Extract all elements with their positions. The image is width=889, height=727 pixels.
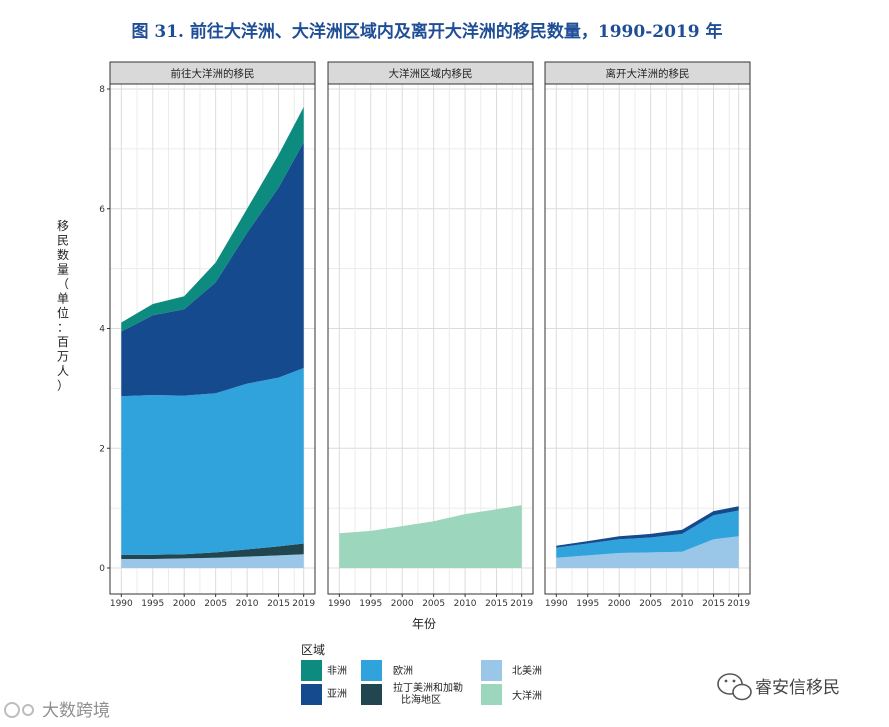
legend-label: 拉丁美洲和加勒比海地区 — [393, 681, 463, 706]
legend-item-africa: 非洲 — [301, 660, 347, 681]
legend-swatch — [301, 660, 322, 681]
legend-label: 欧洲 — [393, 665, 413, 677]
x-tick-label: 1990 — [328, 599, 351, 609]
x-tick-label: 2000 — [391, 599, 414, 609]
y-tick-label: 2 — [99, 444, 105, 454]
wechat-icon — [717, 673, 752, 701]
legend-item-asia: 亚洲 — [301, 684, 347, 705]
panel-border — [544, 83, 751, 595]
right-watermark-text: 睿安信移民 — [755, 678, 840, 698]
watermarks: 大数跨境 睿安信移民 — [4, 673, 840, 721]
legend-item-europe: 欧洲 — [361, 660, 413, 681]
x-tick-label: 1990 — [545, 599, 568, 609]
panel-title: 离开大洋洲的移民 — [606, 67, 690, 80]
legend-item-namerica: 北美洲 — [481, 660, 542, 681]
legend-label: 北美洲 — [512, 664, 542, 677]
panel-title: 大洋洲区域内移民 — [389, 67, 473, 80]
y-tick-label: 8 — [99, 85, 105, 95]
y-tick-label: 6 — [99, 205, 105, 215]
panel-border — [327, 83, 534, 595]
x-tick-label: 1995 — [141, 599, 164, 609]
x-tick-label: 1990 — [110, 599, 133, 609]
y-tick-label: 0 — [99, 564, 105, 574]
x-tick-label: 2010 — [671, 599, 694, 609]
legend-item-latam: 拉丁美洲和加勒比海地区 — [361, 681, 463, 706]
x-tick-label: 2019 — [727, 599, 750, 609]
area-europe — [556, 510, 739, 558]
area-asia — [121, 142, 304, 397]
left-watermark-logo-icon — [4, 702, 34, 718]
legend-label: 大洋洲 — [512, 689, 542, 702]
area-asia — [556, 506, 739, 548]
area-latam — [121, 543, 304, 559]
left-watermark-text: 大数跨境 — [42, 701, 110, 721]
y-tick-label: 4 — [99, 325, 105, 335]
legend-label: 亚洲 — [327, 688, 347, 700]
x-tick-label: 2000 — [608, 599, 631, 609]
x-tick-label: 2015 — [485, 599, 508, 609]
x-tick-label: 2010 — [236, 599, 259, 609]
area-namerica — [556, 536, 739, 568]
y-axis-title: 移民数量（单位：百万人） — [57, 219, 69, 393]
y-axis-title-text: 移民数量（单位：百万人） — [57, 219, 69, 393]
chart-title: 图 31. 前往大洋洲、大洋洲区域内及离开大洋洲的移民数量，1990-2019 … — [131, 21, 722, 42]
panel-2: 大洋洲区域内移民 1990 1995 2000 2005 2010 2015 2019 — [327, 61, 534, 609]
legend-title: 区域 — [301, 643, 325, 657]
x-tick-label: 1995 — [359, 599, 382, 609]
area-oceania — [339, 505, 522, 568]
x-tick-label: 2015 — [267, 599, 290, 609]
x-tick-label: 2000 — [173, 599, 196, 609]
legend-label: 非洲 — [327, 665, 347, 677]
x-tick-label: 1995 — [576, 599, 599, 609]
x-axis-title: 年份 — [412, 617, 436, 631]
x-tick-label: 2005 — [204, 599, 227, 609]
panel-3: 离开大洋洲的移民 1990 1995 2000 2005 2010 2015 2019 — [544, 61, 751, 609]
x-tick-label: 2019 — [292, 599, 315, 609]
gridlines — [545, 84, 750, 594]
x-tick-label: 2010 — [454, 599, 477, 609]
legend-swatch — [301, 684, 322, 705]
panel-title: 前往大洋洲的移民 — [171, 67, 255, 80]
legend-item-oceania: 大洋洲 — [481, 684, 542, 705]
legend-swatch — [361, 684, 382, 705]
x-tick-label: 2015 — [702, 599, 725, 609]
legend-swatch — [481, 684, 502, 705]
x-tick-label: 2019 — [510, 599, 533, 609]
area-namerica — [121, 554, 304, 568]
x-tick-label: 2005 — [422, 599, 445, 609]
legend-swatch — [481, 660, 502, 681]
x-tick-label: 2005 — [639, 599, 662, 609]
area-europe — [121, 368, 304, 555]
legend-swatch — [361, 660, 382, 681]
panel-border — [109, 83, 316, 595]
panel-1: 前往大洋洲的移民 1990 1995 2000 2005 2010 2015 2019 0 2 4 6… — [99, 61, 316, 609]
